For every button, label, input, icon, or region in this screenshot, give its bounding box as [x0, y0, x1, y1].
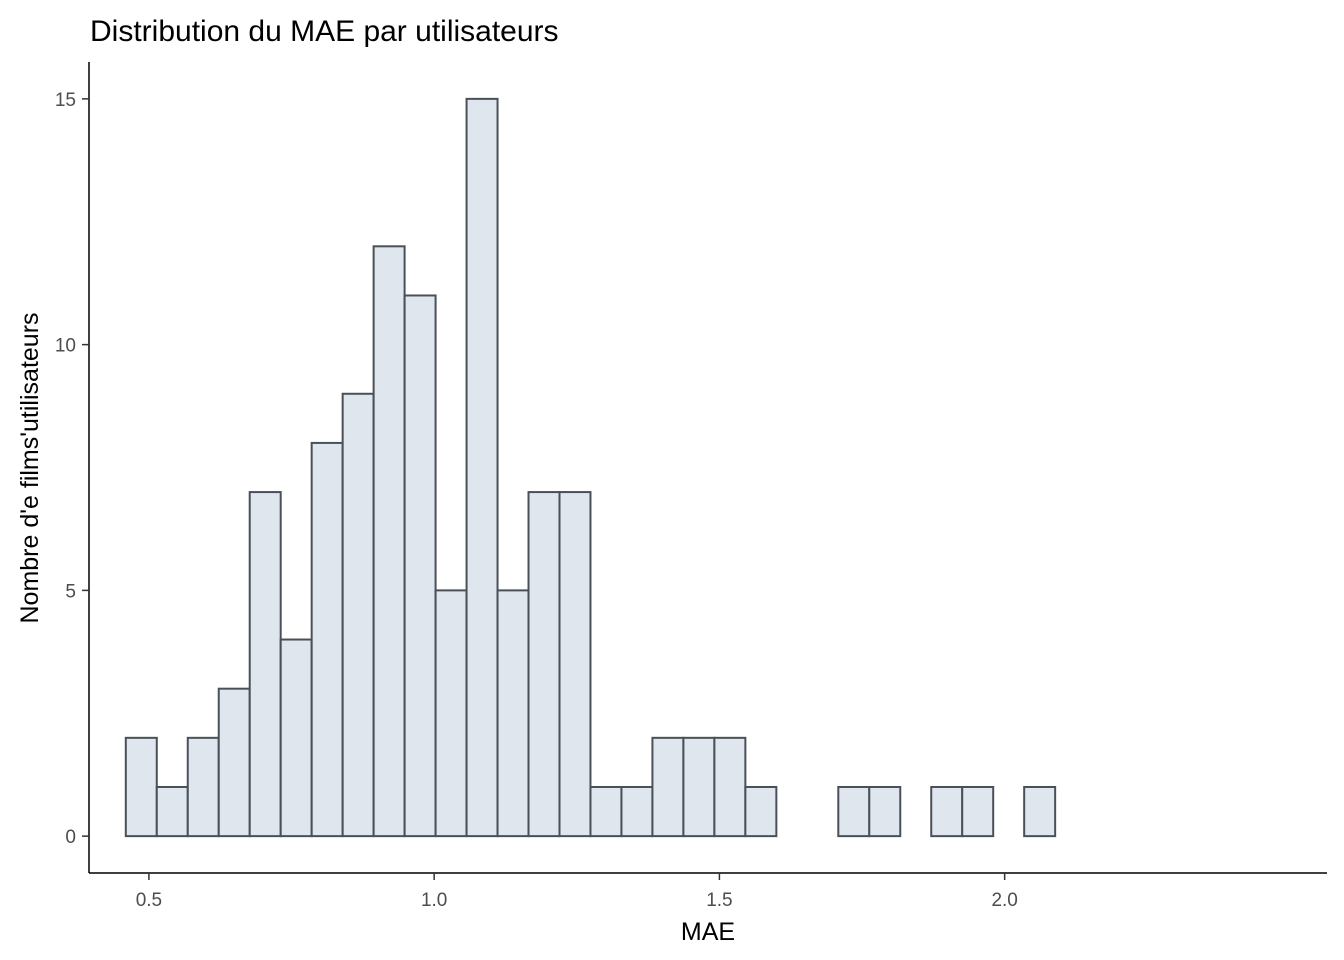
histogram-bar-23: [837, 785, 871, 838]
histogram-bar-14: [558, 491, 592, 838]
histogram-bar-3: [217, 687, 251, 838]
x-tick-label: 1.0: [421, 890, 447, 911]
histogram-bar-1: [155, 785, 189, 838]
x-axis-ticks: 0.5 1.0 1.5 2.0: [136, 873, 1018, 911]
histogram-bar-17: [651, 736, 685, 838]
x-axis-title: MAE: [681, 918, 735, 946]
histogram-bar-9: [403, 294, 437, 838]
histogram-bar-7: [341, 392, 375, 838]
histogram-bar-2: [186, 736, 220, 838]
y-axis-title: Nombre d'e films'utilisateurs: [16, 312, 44, 623]
histogram-bar-16: [620, 785, 654, 838]
histogram-bar-11: [465, 97, 499, 838]
histogram-bar-0: [124, 736, 158, 838]
histogram-bar-12: [496, 589, 530, 838]
x-tick-label: 1.5: [706, 890, 732, 911]
histogram-bar-27: [961, 785, 995, 838]
bars-group: [124, 97, 1057, 838]
histogram-bar-15: [589, 785, 623, 838]
histogram-bar-18: [682, 736, 716, 838]
histogram-bar-13: [527, 491, 561, 838]
histogram-bar-20: [744, 785, 778, 838]
x-tick-label: 0.5: [136, 890, 162, 911]
histogram-bar-6: [310, 441, 344, 838]
histogram-bar-4: [248, 491, 282, 838]
y-axis-ticks: 0 5 10 15: [55, 90, 89, 848]
histogram-bar-5: [279, 638, 313, 838]
chart-title: Distribution du MAE par utilisateurs: [90, 15, 559, 48]
y-tick-label: 15: [55, 90, 76, 111]
histogram-bar-8: [372, 245, 406, 838]
y-tick-label: 0: [65, 827, 76, 848]
histogram-bar-29: [1023, 785, 1057, 838]
x-tick-label: 2.0: [991, 890, 1017, 911]
y-tick-label: 10: [55, 336, 76, 357]
histogram-bar-24: [868, 785, 902, 838]
histogram-bar-19: [713, 736, 747, 838]
y-tick-label: 5: [65, 581, 76, 602]
histogram-bar-10: [434, 589, 468, 838]
histogram-bar-26: [930, 785, 964, 838]
